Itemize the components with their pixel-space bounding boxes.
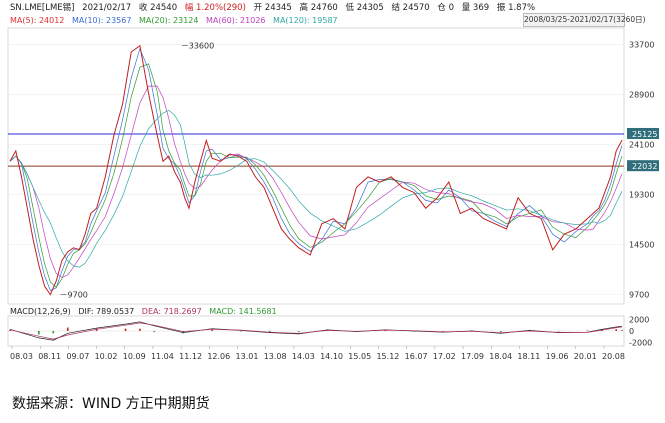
date-range-selector[interactable]: 2008/03/25-2021/02/17(3260日): [523, 13, 646, 27]
price-tick-label: 19300: [629, 191, 654, 200]
moving-average-line: [9, 63, 623, 288]
x-tick-label: 12.06: [207, 352, 230, 361]
price-tick-label: 9700: [629, 291, 649, 300]
x-tick-label: 08.11: [38, 352, 61, 361]
x-tick-label: 19.06: [546, 352, 569, 361]
price-tick-label: 24100: [629, 141, 654, 150]
ma-legend-item: MA(20): 23124: [138, 16, 199, 25]
macd-tick-label: 2000: [629, 315, 649, 324]
price-tick-label: 14500: [629, 241, 654, 250]
annotation-label: 33600: [189, 42, 214, 51]
data-source-caption: 数据来源：WIND 方正中期期货: [12, 396, 210, 412]
x-tick-label: 18.11: [517, 352, 540, 361]
price-series: [9, 44, 623, 296]
x-tick-label: 15.12: [376, 352, 399, 361]
x-tick-label: 16.07: [405, 352, 428, 361]
date-range-label: 2008/03/25-2021/02/17(3260日): [524, 15, 646, 24]
change-value: 幅 1.20%(290): [184, 3, 246, 13]
reference-value-tag: [627, 160, 659, 172]
price-annotations: 33600 9700: [60, 42, 214, 300]
x-tick-label: 10.02: [95, 352, 118, 361]
macd-legend-item: DEA: 718.2697: [141, 307, 202, 316]
macd-axis: 2000 0 -2000: [629, 315, 652, 347]
ma-legend-item: MA(120): 19587: [273, 16, 338, 25]
macd-tick-label: 0: [629, 327, 634, 336]
x-tick-label: 13.08: [264, 352, 287, 361]
low-value: 低 24305: [345, 3, 384, 13]
high-value: 高 24760: [299, 3, 338, 13]
price-axis: 33700 28900 24100 19300 14500 9700: [629, 41, 654, 300]
macd-panel: [8, 321, 624, 341]
open-value: 开 24345: [253, 3, 292, 13]
ma-legend-item: MA(10): 23567: [71, 16, 132, 25]
symbol-label: SN.LME[LME锡]: [10, 3, 75, 13]
macd-tick-label: -2000: [629, 339, 652, 348]
x-tick-label: 08.03: [10, 352, 33, 361]
x-tick-label: 18.04: [489, 352, 512, 361]
moving-average-lines: [9, 47, 623, 291]
reference-value-label: 22032: [632, 162, 657, 171]
moving-average-line: [9, 109, 623, 268]
macd-legend-item: MACD: 141.5681: [209, 307, 277, 316]
x-tick-label: 14.03: [292, 352, 315, 361]
x-tick-label: 11.12: [179, 352, 202, 361]
close-value: 收 24540: [138, 3, 178, 13]
moving-average-line: [9, 47, 623, 291]
quote-header: SN.LME[LME锡] 2021/02/17 收 24540 幅 1.20%(…: [10, 2, 540, 14]
moving-average-line: [9, 85, 623, 278]
macd-legend-item: DIF: 789.0537: [78, 307, 135, 316]
x-tick-label: 20.08: [602, 352, 625, 361]
x-axis: 08.03 08.11 09.07 10.02 10.09 11.04 11.12 12.06…: [10, 346, 625, 361]
ma-legend: MA(5): 24012 MA(10): 23567 MA(20): 23124…: [10, 15, 343, 26]
ma-legend-item: MA(60): 21026: [206, 16, 266, 25]
ma-legend-item: MA(5): 24012: [10, 16, 65, 25]
price-gridlines: [8, 44, 624, 295]
x-tick-label: 11.04: [151, 352, 174, 361]
x-tick-label: 15.05: [348, 352, 371, 361]
price-tick-label: 33700: [629, 41, 654, 50]
volume-value: 量 369: [461, 3, 490, 13]
price-chart[interactable]: 33700 28900 24100 19300 14500 9700 25125 22032…: [0, 0, 665, 390]
x-tick-label: 10.09: [123, 352, 146, 361]
reference-value-label: 25125: [632, 130, 657, 139]
amplitude-value: 振 1.87%: [496, 3, 536, 13]
x-tick-label: 14.10: [320, 352, 343, 361]
x-tick-label: 20.01: [574, 352, 597, 361]
reference-lines: 25125 22032: [8, 127, 659, 172]
settle-value: 结 24570: [391, 3, 430, 13]
macd-dea-line: [9, 322, 623, 340]
price-tick-label: 28900: [629, 91, 654, 100]
x-tick-label: 17.09: [461, 352, 484, 361]
x-tick-label: 17.02: [433, 352, 456, 361]
date-label: 2021/02/17: [82, 3, 132, 13]
macd-legend-item: MACD(12,26,9): [10, 307, 71, 316]
x-tick-label: 09.07: [66, 352, 89, 361]
reference-value-tag: [627, 127, 659, 139]
x-tick-label: 13.01: [236, 352, 259, 361]
annotation-label: 9700: [68, 291, 88, 300]
price-line: [9, 44, 623, 296]
open-interest-value: 仓 0: [437, 3, 455, 13]
macd-legend: MACD(12,26,9) DIF: 789.0537 DEA: 718.269…: [10, 306, 282, 317]
